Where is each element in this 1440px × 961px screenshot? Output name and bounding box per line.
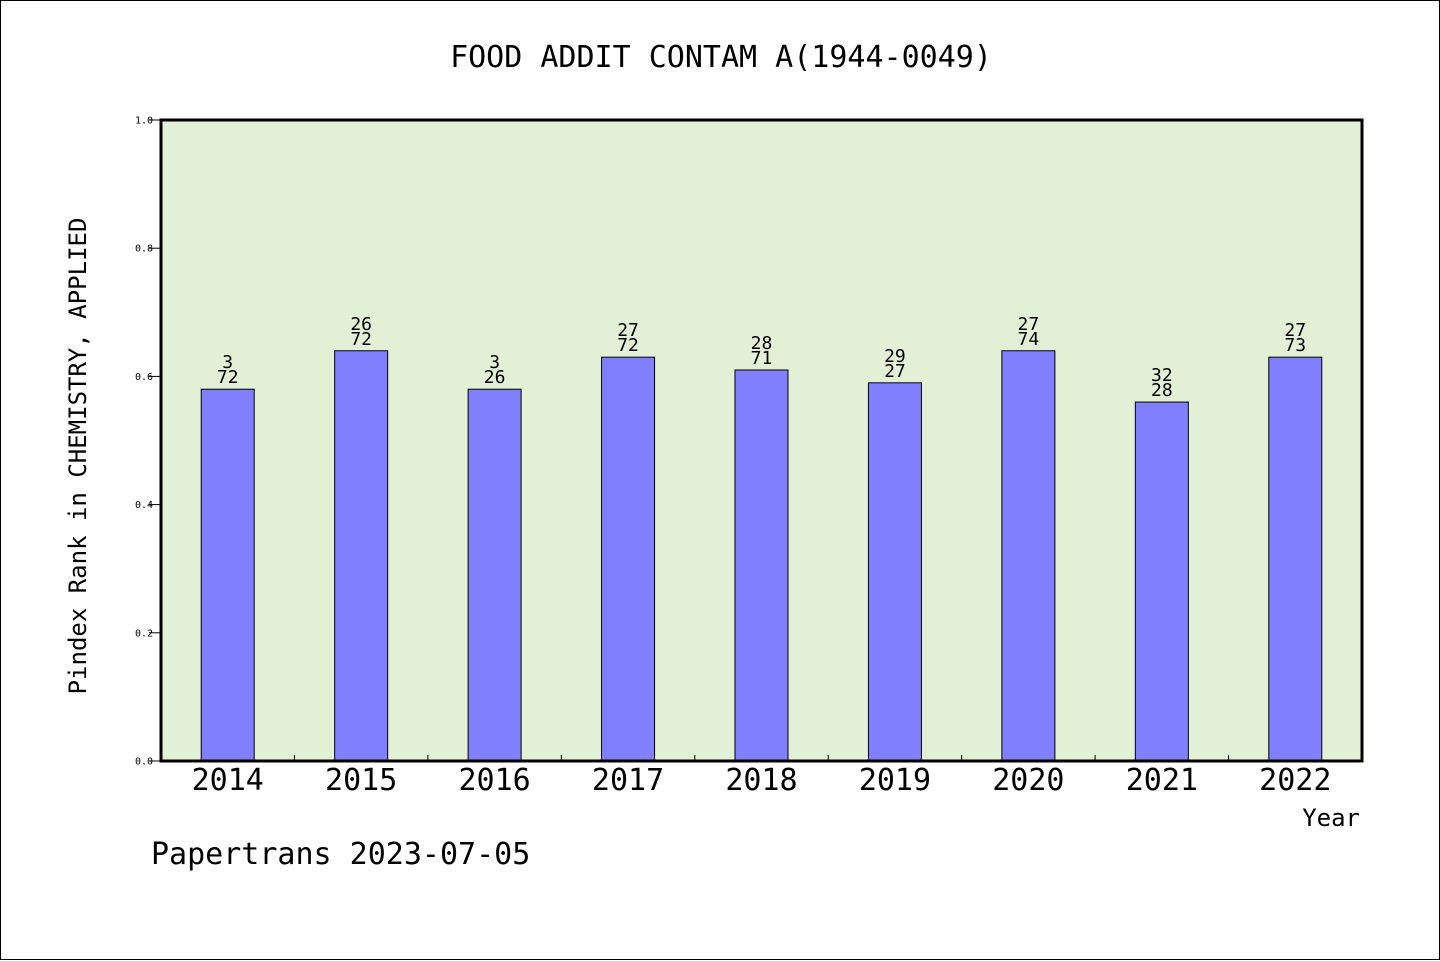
bar [867,382,922,762]
bar [734,369,789,762]
bar [601,356,656,762]
y-axis: 0.0 0.2 0.4 0.6 0.8 1.0 [135,116,161,768]
data-label-lower: 71 [751,348,773,369]
data-label-lower: 28 [1151,380,1173,401]
data-label-lower: 73 [1284,335,1306,356]
bar [1268,356,1323,762]
data-label-lower: 27 [884,361,906,382]
x-tick-label: 2017 [592,763,664,798]
bar [467,388,522,762]
y-tick-label: 0.8 [135,244,153,255]
data-label-lower: 72 [350,329,372,350]
y-tick-label: 0.0 [135,757,153,768]
data-label-lower: 72 [217,367,239,388]
y-tick-label: 0.4 [135,500,153,511]
y-tick-label: 0.6 [135,372,153,383]
data-label-upper: 27 [1018,314,1040,335]
chart-title: FOOD ADDIT CONTAM A(1944-0049) [450,40,992,75]
bar [200,388,255,762]
data-label-lower: 72 [617,335,639,356]
x-axis-label: Year [1302,804,1360,832]
data-label-upper: 32 [1151,365,1173,386]
x-tick-label: 2019 [859,763,931,798]
bar [334,350,389,762]
x-tick-label: 2014 [192,763,264,798]
y-axis-label: Pindex Rank in CHEMISTRY, APPLIED [64,218,92,695]
x-axis: 2014 2015 2016 2017 2018 2019 2020 2021 2022 [192,755,1331,798]
x-tick-label: 2020 [992,763,1064,798]
data-label-upper: 29 [884,346,906,367]
plot-border [159,118,1364,763]
bar [1134,401,1189,762]
data-label-upper: 27 [1284,320,1306,341]
data-label-upper: 28 [751,333,773,354]
data-label-lower: 26 [484,367,506,388]
y-tick-label: 0.2 [135,628,153,639]
bar [1001,350,1056,762]
footer-text: Papertrans 2023-07-05 [151,837,530,872]
x-tick-label: 2015 [325,763,397,798]
x-tick-label: 2022 [1259,763,1331,798]
data-label-upper: 26 [350,314,372,335]
x-tick-label: 2018 [725,763,797,798]
x-tick-label: 2016 [458,763,530,798]
y-tick-label: 1.0 [135,116,153,127]
data-label-upper: 3 [222,352,233,373]
x-tick-label: 2021 [1126,763,1198,798]
data-label-upper: 3 [489,352,500,373]
data-label-lower: 74 [1018,329,1040,350]
data-label-upper: 27 [617,320,639,341]
